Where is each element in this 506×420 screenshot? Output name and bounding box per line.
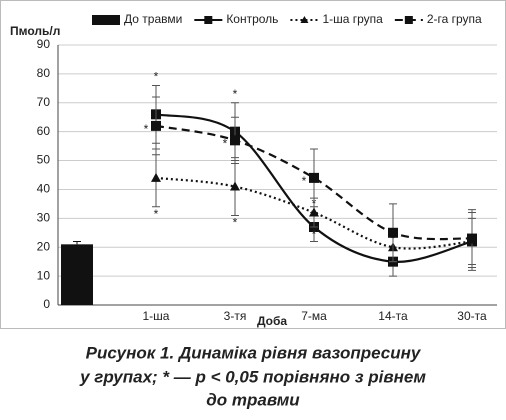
x-tick-label: 14-та <box>378 309 408 323</box>
marker <box>309 172 319 183</box>
bar <box>61 244 93 305</box>
legend-marker <box>404 16 413 24</box>
caption: до травми <box>206 390 300 409</box>
legend-label: До травми <box>124 12 182 26</box>
legend-marker <box>300 16 309 23</box>
y-tick-label: 60 <box>37 124 51 138</box>
y-tick-label: 40 <box>37 182 51 196</box>
legend-marker <box>204 16 213 24</box>
legend-swatch <box>92 15 120 25</box>
caption: Рисунок 1. Динаміка рівня вазопресину <box>86 343 422 362</box>
legend-label: 1-ша група <box>322 12 383 26</box>
series-line <box>155 176 473 250</box>
x-tick-label: 3-тя <box>224 309 247 323</box>
series-line <box>155 124 473 241</box>
marker <box>230 135 240 146</box>
significance-mark: * <box>312 227 317 241</box>
legend-label: 2-га група <box>427 12 482 26</box>
y-tick-label: 80 <box>37 66 51 80</box>
y-axis-label: Пмоль/л <box>10 24 60 38</box>
x-tick-label: 7-ма <box>301 309 327 323</box>
y-tick-label: 30 <box>37 211 51 225</box>
significance-mark: * <box>302 174 307 188</box>
x-tick-label: 1-ша <box>143 309 170 323</box>
marker <box>388 227 398 238</box>
y-tick-label: 0 <box>43 297 50 311</box>
y-tick-label: 90 <box>37 37 51 51</box>
error-bar <box>73 240 81 245</box>
legend-label: Контроль <box>226 12 278 26</box>
y-tick-label: 20 <box>37 239 51 253</box>
significance-mark: * <box>233 87 238 101</box>
y-tick-label: 50 <box>37 153 51 167</box>
significance-mark: * <box>144 122 149 136</box>
marker <box>230 181 240 191</box>
significance-mark: * <box>154 70 159 84</box>
caption: у групах; * — p < 0,05 порівняно з рівне… <box>79 367 426 386</box>
x-tick-label: 30-та <box>457 309 487 323</box>
marker <box>151 172 161 182</box>
y-tick-label: 70 <box>37 95 51 109</box>
significance-mark: * <box>154 207 159 221</box>
significance-mark: * <box>233 216 238 230</box>
significance-mark: * <box>223 137 228 151</box>
marker <box>467 233 477 244</box>
marker <box>151 120 161 131</box>
y-tick-label: 10 <box>37 268 51 282</box>
marker <box>309 207 319 217</box>
x-axis-label: Доба <box>257 314 287 328</box>
